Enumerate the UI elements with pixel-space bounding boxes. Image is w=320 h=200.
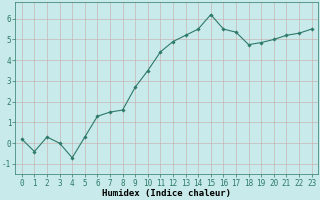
X-axis label: Humidex (Indice chaleur): Humidex (Indice chaleur): [102, 189, 231, 198]
